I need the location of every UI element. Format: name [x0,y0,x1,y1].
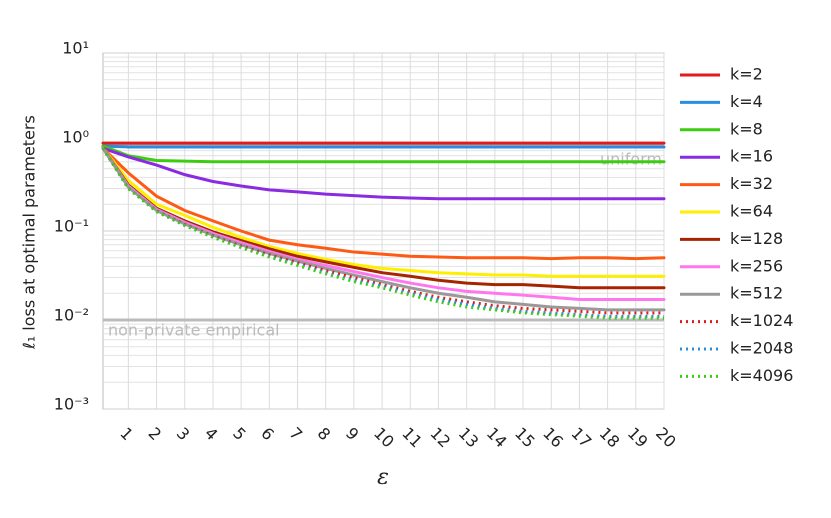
y-tick-label: 10⁻² [54,306,89,325]
x-tick-label: 20 [652,424,680,452]
series-line [101,146,666,201]
reference-label: non-private empirical [108,321,280,340]
series-line [101,146,666,261]
legend-label: k=1024 [730,311,793,330]
legend-label: k=256 [730,256,783,275]
x-tick-label: 15 [511,424,539,452]
legend-label: k=16 [730,147,773,166]
x-tick-label: 2 [145,424,166,445]
y-tick-label: 10⁻¹ [54,217,89,236]
x-tick-label: 16 [539,424,567,452]
series-line [101,146,666,278]
y-axis-label: ℓ₁ loss at optimal parameters [20,115,39,350]
legend-label: k=2 [730,65,763,84]
x-tick-label: 5 [229,424,250,445]
x-tick-label: 11 [398,424,426,452]
x-tick-label: 18 [596,424,624,452]
legend-label: k=2048 [730,339,793,358]
legend-label: k=512 [730,284,783,303]
x-tick-label: 14 [483,424,511,452]
series-line [101,144,666,149]
series-line [101,144,666,164]
legend-label: k=4096 [730,366,793,385]
x-tick-label: 1 [116,424,137,445]
x-tick-label: 8 [314,424,335,445]
x-tick-label: 13 [455,424,483,452]
x-axis-label: ε [377,465,389,490]
legend-label: k=4 [730,92,763,111]
x-tick-label: 4 [201,424,222,445]
x-tick-label: 9 [342,424,363,445]
legend-label: k=8 [730,119,763,138]
reference-label: uniform [600,149,662,168]
series-line [101,146,666,312]
legend-label: k=128 [730,229,783,248]
y-tick-label: 10⁻³ [54,395,89,414]
y-tick-label: 10¹ [62,39,89,58]
x-tick-label: 7 [286,424,307,445]
x-tick-label: 3 [173,424,194,445]
legend-label: k=32 [730,174,773,193]
legend-label: k=64 [730,202,773,221]
series-line [101,147,664,315]
y-tick-label: 10⁰ [62,128,89,147]
x-tick-label: 17 [567,424,595,452]
x-tick-label: 12 [426,424,454,452]
x-tick-label: 6 [257,424,278,445]
x-tick-label: 10 [370,424,398,452]
x-tick-label: 19 [624,424,652,452]
